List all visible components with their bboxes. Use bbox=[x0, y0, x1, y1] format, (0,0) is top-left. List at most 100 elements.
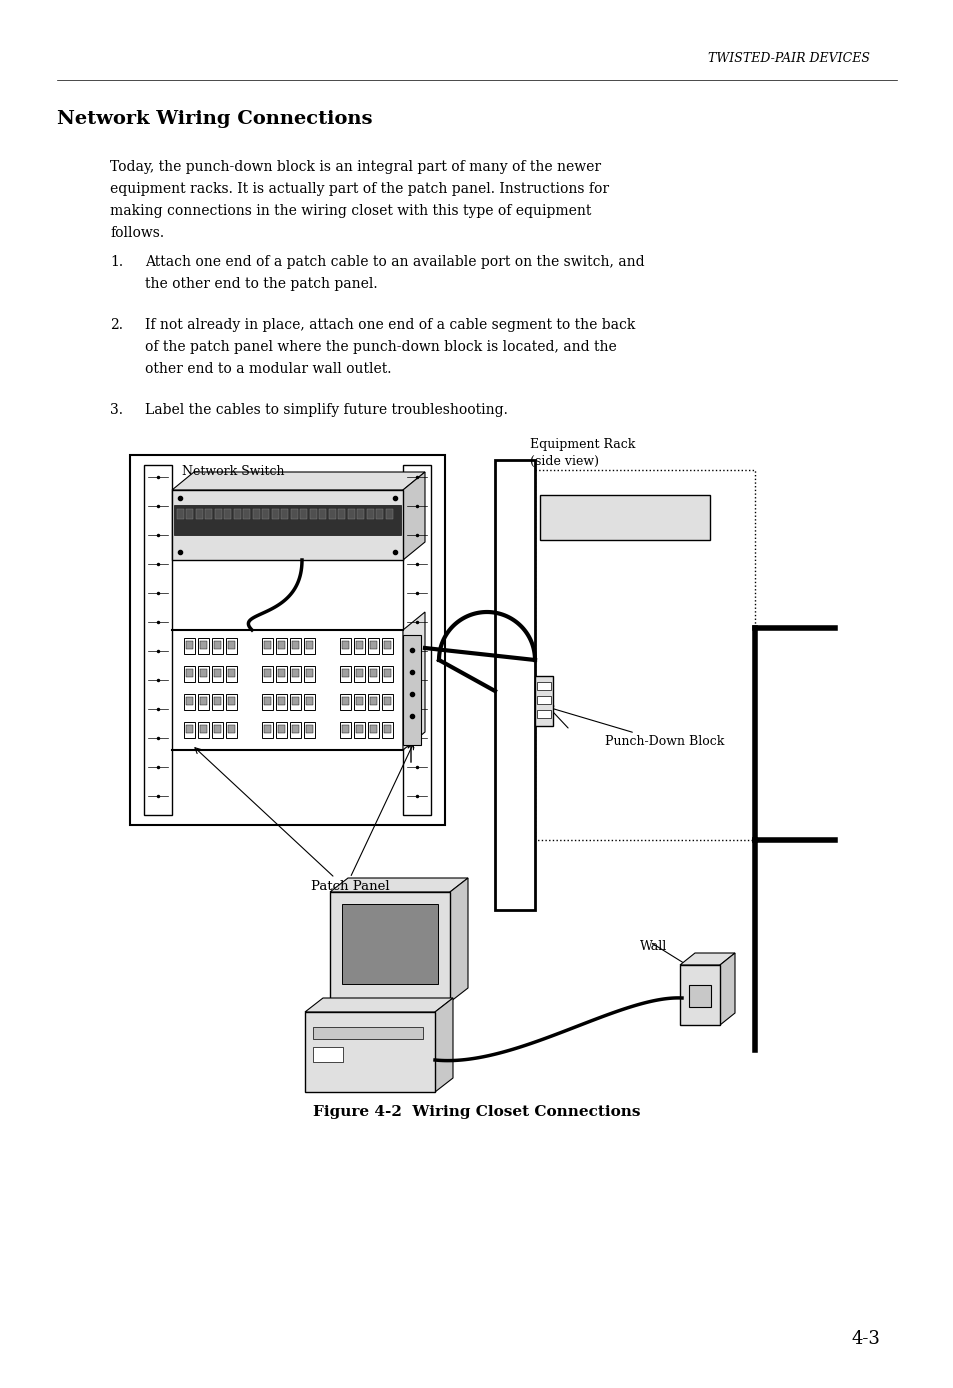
Bar bbox=[177, 509, 184, 519]
Bar bbox=[130, 455, 444, 824]
Bar bbox=[275, 638, 287, 654]
Text: Figure 4-2  Wiring Closet Connections: Figure 4-2 Wiring Closet Connections bbox=[313, 1105, 640, 1119]
Bar bbox=[228, 641, 234, 650]
Bar bbox=[213, 641, 221, 650]
Bar bbox=[195, 509, 203, 519]
Bar bbox=[381, 722, 393, 738]
Bar bbox=[381, 638, 393, 654]
Bar bbox=[200, 669, 207, 677]
Bar bbox=[277, 641, 285, 650]
Bar bbox=[679, 965, 720, 1024]
Polygon shape bbox=[679, 954, 734, 965]
Polygon shape bbox=[330, 879, 468, 892]
Bar bbox=[198, 666, 209, 682]
Bar bbox=[184, 638, 194, 654]
Bar bbox=[357, 509, 364, 519]
Bar bbox=[535, 471, 754, 840]
Bar bbox=[341, 697, 349, 705]
Bar bbox=[367, 509, 374, 519]
Bar bbox=[275, 722, 287, 738]
Bar bbox=[384, 669, 391, 677]
Bar bbox=[329, 509, 335, 519]
Text: Attach one end of a patch cable to an available port on the switch, and: Attach one end of a patch cable to an av… bbox=[145, 255, 644, 269]
Bar bbox=[292, 697, 298, 705]
Bar bbox=[354, 722, 365, 738]
Bar bbox=[198, 722, 209, 738]
Bar bbox=[198, 694, 209, 711]
Bar bbox=[214, 509, 222, 519]
Bar bbox=[277, 697, 285, 705]
Bar bbox=[370, 641, 376, 650]
Text: follows.: follows. bbox=[110, 226, 164, 240]
Bar bbox=[243, 509, 251, 519]
Bar bbox=[200, 725, 207, 733]
Bar bbox=[264, 669, 271, 677]
Polygon shape bbox=[172, 472, 424, 490]
Bar bbox=[310, 509, 316, 519]
Text: (side view): (side view) bbox=[530, 455, 598, 468]
Bar bbox=[341, 725, 349, 733]
Text: Patch Panel: Patch Panel bbox=[311, 880, 389, 892]
Bar bbox=[368, 638, 378, 654]
Bar bbox=[292, 641, 298, 650]
Bar bbox=[272, 509, 278, 519]
Bar bbox=[381, 694, 393, 711]
Bar bbox=[233, 509, 241, 519]
Bar bbox=[368, 666, 378, 682]
Text: 4-3: 4-3 bbox=[850, 1330, 879, 1348]
Bar bbox=[402, 634, 420, 745]
Bar bbox=[306, 725, 313, 733]
Bar bbox=[330, 892, 450, 1002]
Bar bbox=[304, 694, 314, 711]
Bar bbox=[384, 697, 391, 705]
Bar bbox=[186, 697, 193, 705]
Bar bbox=[186, 509, 193, 519]
Bar bbox=[290, 694, 301, 711]
Bar bbox=[348, 509, 355, 519]
Bar bbox=[319, 509, 326, 519]
Bar bbox=[275, 666, 287, 682]
Bar bbox=[264, 641, 271, 650]
Bar bbox=[262, 509, 269, 519]
Bar bbox=[381, 666, 393, 682]
Bar bbox=[172, 490, 402, 559]
Bar bbox=[228, 697, 234, 705]
Bar bbox=[354, 666, 365, 682]
Polygon shape bbox=[402, 472, 424, 559]
Bar bbox=[313, 1027, 422, 1040]
Bar bbox=[262, 666, 273, 682]
Bar bbox=[365, 1002, 415, 1012]
Bar bbox=[339, 666, 351, 682]
Bar bbox=[224, 509, 232, 519]
Bar bbox=[213, 669, 221, 677]
Text: TWISTED-PAIR DEVICES: TWISTED-PAIR DEVICES bbox=[707, 51, 869, 65]
Bar bbox=[290, 638, 301, 654]
Text: Network Wiring Connections: Network Wiring Connections bbox=[57, 110, 372, 128]
Bar bbox=[304, 722, 314, 738]
Bar bbox=[341, 904, 437, 984]
Bar bbox=[144, 465, 172, 815]
Bar bbox=[226, 638, 236, 654]
Polygon shape bbox=[720, 954, 734, 1024]
Bar bbox=[384, 725, 391, 733]
Bar bbox=[370, 697, 376, 705]
Text: Network Switch: Network Switch bbox=[182, 465, 284, 477]
Bar bbox=[226, 722, 236, 738]
Bar bbox=[306, 641, 313, 650]
Text: Equipment Rack: Equipment Rack bbox=[530, 439, 635, 451]
Bar bbox=[292, 669, 298, 677]
Bar bbox=[212, 694, 223, 711]
Bar bbox=[292, 725, 298, 733]
Bar bbox=[262, 694, 273, 711]
Bar bbox=[368, 694, 378, 711]
Bar bbox=[205, 509, 213, 519]
Bar bbox=[537, 682, 551, 690]
Text: Punch-Down Block: Punch-Down Block bbox=[604, 736, 723, 748]
Bar bbox=[305, 1012, 435, 1092]
Bar bbox=[275, 694, 287, 711]
Text: other end to a modular wall outlet.: other end to a modular wall outlet. bbox=[145, 362, 391, 376]
Bar bbox=[370, 669, 376, 677]
Bar bbox=[355, 669, 363, 677]
Bar bbox=[186, 641, 193, 650]
Bar bbox=[262, 722, 273, 738]
